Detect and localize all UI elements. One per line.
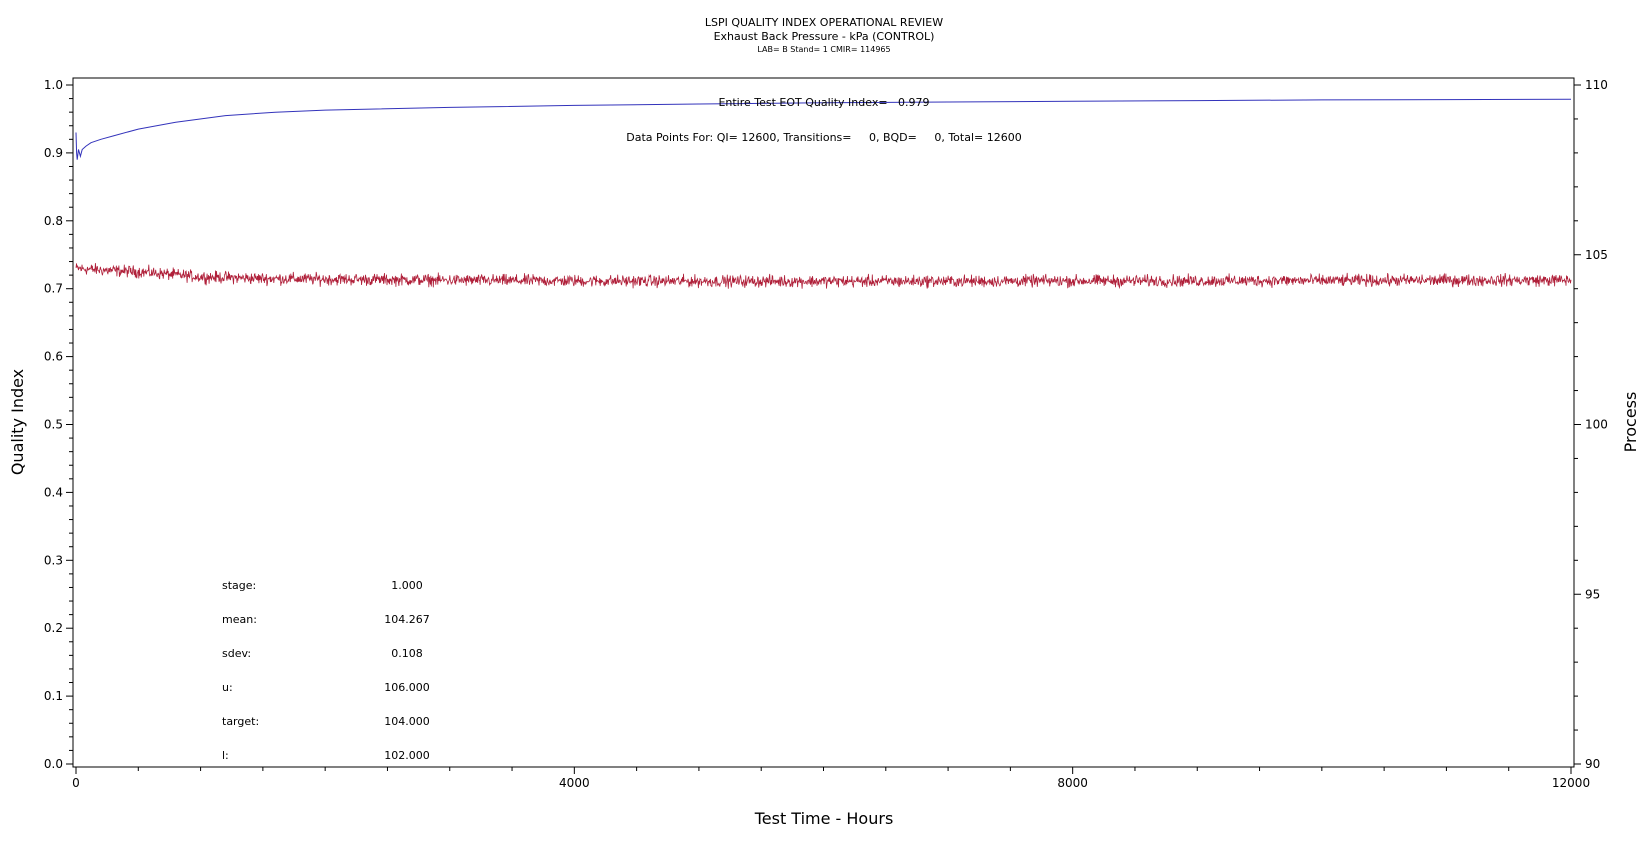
x-tick-label: 12000 — [1552, 776, 1590, 790]
stat-value: 104.000 — [384, 715, 430, 728]
left-tick-label: 0.2 — [44, 621, 63, 635]
left-tick-label: 1.0 — [44, 78, 63, 92]
process-line — [75, 263, 1572, 290]
left-tick-label: 0.9 — [44, 146, 63, 160]
right-tick-label: 105 — [1585, 248, 1608, 262]
x-tick-label: 4000 — [559, 776, 590, 790]
right-tick-label: 95 — [1585, 587, 1600, 601]
left-tick-label: 0.4 — [44, 485, 63, 499]
stat-label: l: — [222, 749, 229, 762]
quality-index-line — [75, 98, 1572, 160]
left-tick-label: 0.0 — [44, 757, 63, 771]
stat-label: target: — [222, 715, 259, 728]
stat-value: 0.108 — [391, 647, 423, 660]
stat-label: mean: — [222, 613, 257, 626]
left-tick-label: 0.7 — [44, 282, 63, 296]
stat-label: sdev: — [222, 647, 251, 660]
x-axis-ticks: 0 4000 8000 12000 — [72, 767, 1590, 790]
right-tick-label: 110 — [1585, 78, 1608, 92]
stat-value: 102.000 — [384, 749, 430, 762]
left-axis-ticks: 0.0 0.1 0.2 0.3 0.4 0.5 0.6 0.7 0.8 0.9 1.0 — [44, 78, 73, 771]
stat-value: 104.267 — [384, 613, 430, 626]
right-tick-label: 90 — [1585, 757, 1600, 771]
stats-block: stage: 1.000 mean: 104.267 sdev: 0.108 u: 106.0… — [222, 579, 430, 762]
stat-value: 106.000 — [384, 681, 430, 694]
stat-label: stage: — [222, 579, 256, 592]
right-axis-ticks: 90 95 100 105 110 — [1574, 78, 1608, 771]
right-axis-label: Process — [1621, 392, 1640, 453]
chart-subtitle: Exhaust Back Pressure - kPa (CONTROL) — [714, 30, 935, 43]
data-points-annotation: Data Points For: QI= 12600, Transitions=… — [626, 131, 1021, 144]
x-tick-label: 0 — [72, 776, 80, 790]
left-tick-label: 0.5 — [44, 418, 63, 432]
left-tick-label: 0.3 — [44, 553, 63, 567]
right-tick-label: 100 — [1585, 418, 1608, 432]
x-tick-label: 8000 — [1057, 776, 1088, 790]
left-tick-label: 0.8 — [44, 214, 63, 228]
chart-subtitle-small: LAB= B Stand= 1 CMIR= 114965 — [757, 45, 890, 54]
stat-label: u: — [222, 681, 233, 694]
eot-quality-index-annotation: Entire Test EOT Quality Index= 0.979 — [718, 96, 929, 109]
left-tick-label: 0.6 — [44, 350, 63, 364]
plot-frame — [72, 77, 1575, 768]
left-axis-label: Quality Index — [8, 369, 27, 475]
x-axis-label: Test Time - Hours — [754, 809, 894, 828]
chart-title: LSPI QUALITY INDEX OPERATIONAL REVIEW — [705, 16, 943, 29]
stat-value: 1.000 — [391, 579, 423, 592]
left-tick-label: 0.1 — [44, 689, 63, 703]
